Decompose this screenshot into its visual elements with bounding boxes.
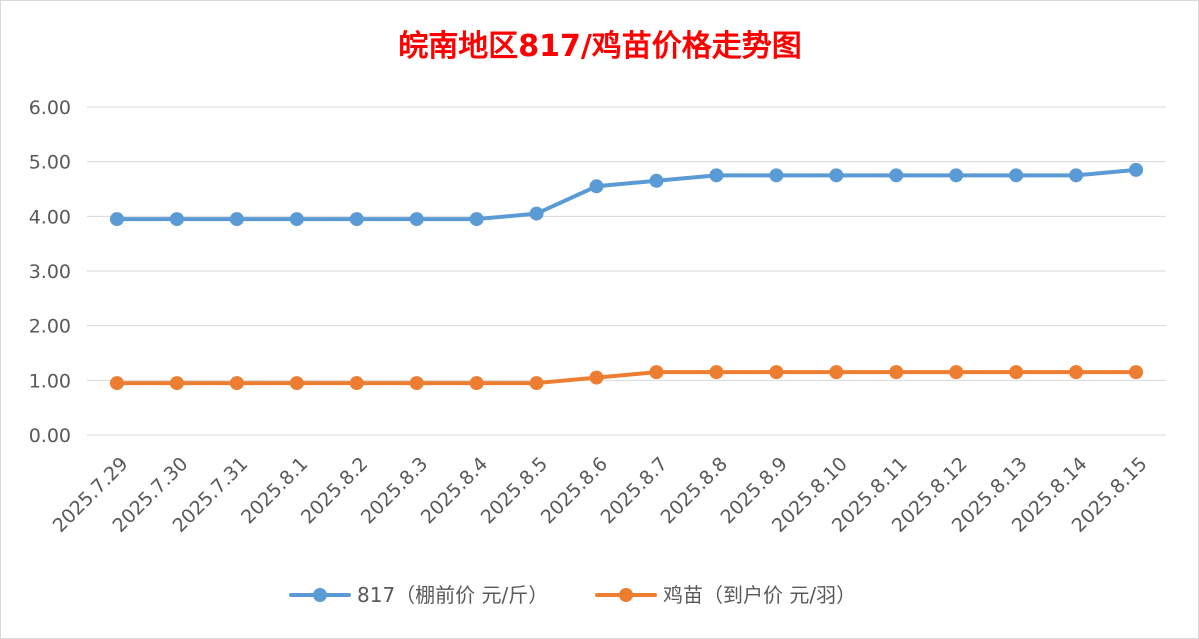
data-point [349,376,364,391]
series-lines [109,162,1144,391]
y-tick-label: 6.00 [29,97,71,119]
legend-entry-label: 817（棚前价 元/斤） [357,583,548,607]
data-point [1069,365,1084,380]
legend-swatch-marker [619,588,633,602]
data-point [649,365,664,380]
y-axis-tick-labels: 0.00 1.00 2.00 3.00 4.00 5.00 6.00 [29,97,71,447]
data-point [529,376,544,391]
data-point [649,173,664,188]
legend: 817（棚前价 元/斤） 鸡苗（到户价 元/羽） [289,583,856,607]
data-point [409,376,424,391]
x-axis-tick-labels: 2025.7.292025.7.302025.7.312025.8.12025.… [49,453,1152,537]
data-point [1069,168,1084,183]
series-line-2 [114,370,1139,386]
data-point [589,370,604,385]
data-point [169,376,184,391]
data-point [469,376,484,391]
data-point [1009,168,1024,183]
y-tick-label: 1.00 [29,370,71,392]
data-point [229,212,244,227]
data-point [289,212,304,227]
data-point [889,168,904,183]
data-point [769,168,784,183]
data-point [1009,365,1024,380]
y-tick-label: 4.00 [29,206,71,228]
data-point [589,179,604,194]
data-point [709,168,724,183]
y-tick-label: 0.00 [29,425,71,447]
data-point [949,365,964,380]
data-point [889,365,904,380]
data-point [409,212,424,227]
data-point [169,212,184,227]
gridlines [87,106,1166,436]
data-point [769,365,784,380]
data-point [829,168,844,183]
data-point [229,376,244,391]
data-point [829,365,844,380]
data-point [349,212,364,227]
y-tick-label: 2.00 [29,316,71,338]
y-tick-label: 3.00 [29,261,71,283]
legend-entry-label: 鸡苗（到户价 元/羽） [663,583,856,607]
legend-swatch-marker [313,588,327,602]
data-point [1129,365,1144,380]
data-point [529,206,544,221]
chart-title: 皖南地区817/鸡苗价格走势图 [398,29,802,64]
data-point [289,376,304,391]
data-point [109,212,124,227]
y-tick-label: 5.00 [29,152,71,174]
data-point [949,168,964,183]
data-point [1129,162,1144,177]
data-point [469,212,484,227]
data-point [709,365,724,380]
series-line-1 [114,167,1139,222]
data-point [109,376,124,391]
